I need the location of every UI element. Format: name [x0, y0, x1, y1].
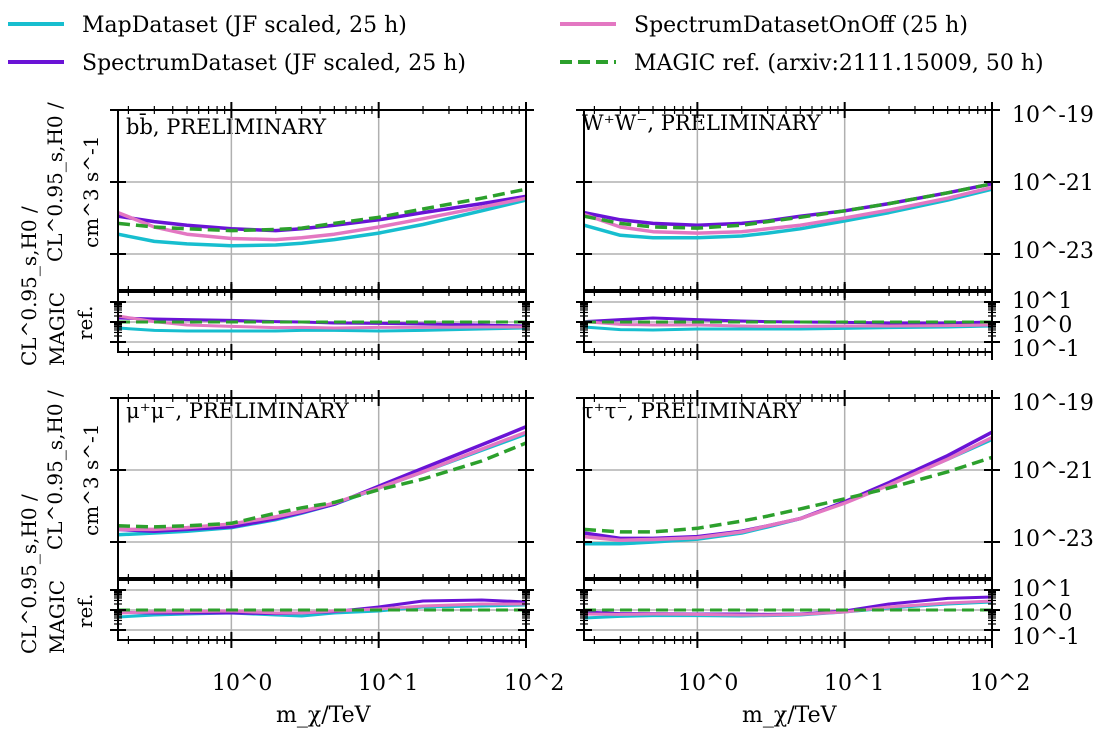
panel-title-bb: bb̄, PRELIMINARY: [126, 113, 327, 139]
ylabel-main-bot-1: CL^0.95_s,H0 /: [43, 390, 67, 550]
legend-label-magic: MAGIC ref. (arxiv:2111.15009, 50 h): [634, 51, 1044, 76]
ytick-top-3: 10^-23: [1012, 239, 1094, 264]
series-line-magic-panel-3: [583, 455, 993, 534]
legend: MapDataset (JF scaled, 25 h) SpectrumDat…: [8, 13, 1044, 76]
rtick-top-3: 10^-1: [1012, 337, 1080, 362]
ylabel-ratio-top-1: CL^0.95_s,H0 /: [17, 206, 41, 366]
main-frame-1: [583, 109, 993, 291]
panel-title-mumu: μ⁺μ⁻, PRELIMINARY: [126, 399, 350, 423]
series-line-magic-panel-0: [117, 187, 527, 233]
series-line-map-panel-2: [117, 432, 527, 537]
xtick-right-1: 10^0: [678, 671, 738, 696]
legend-label-onoff: SpectrumDatasetOnOff (25 h): [634, 13, 968, 38]
xtick-left-2: 10^1: [358, 671, 418, 696]
ytick-top-2: 10^-21: [1012, 171, 1094, 196]
ytick-top-1: 10^-19: [1012, 103, 1094, 128]
xtick-left-3: 10^2: [504, 671, 564, 696]
xlabel-right: m_χ/TeV: [742, 703, 838, 728]
main-frame-0: [117, 109, 527, 291]
series-line-magic-panel-1: [583, 182, 993, 230]
series-line-spec-panel-2: [117, 425, 527, 533]
ylabel-ratio-bot-1: CL^0.95_s,H0 /: [17, 494, 41, 654]
series-line-onoff-panel-2: [118, 430, 527, 532]
main-frame-3: [583, 397, 993, 579]
ytick-bot-2: 10^-21: [1012, 459, 1094, 484]
ylabel-ratio-top-2: MAGIC: [45, 292, 69, 366]
legend-label-spectrum: SpectrumDataset (JF scaled, 25 h): [82, 51, 466, 76]
series-line-map-panel-1: [583, 187, 993, 240]
ratio-line-onoff-panel-3: [583, 599, 993, 617]
ratio-line-onoff-panel-1: [583, 320, 993, 328]
series-line-map-panel-0: [117, 198, 527, 248]
xtick-right-3: 10^2: [970, 671, 1030, 696]
xlabel-left: m_χ/TeV: [276, 703, 372, 728]
ytick-bot-3: 10^-23: [1012, 527, 1094, 552]
rtick-bot-1: 10^1: [1012, 577, 1072, 602]
series-line-magic-panel-2: [117, 441, 527, 529]
series-line-onoff-panel-0: [117, 196, 527, 242]
rtick-top-2: 10^0: [1012, 313, 1072, 338]
panel-title-ww: W⁺W⁻, PRELIMINARY: [582, 111, 822, 135]
ylabel-main-top-1: CL^0.95_s,H0 /: [43, 102, 67, 262]
rtick-bot-2: 10^0: [1012, 601, 1072, 626]
ylabel-ratio-bot-3: ref.: [73, 594, 97, 628]
rtick-top-1: 10^1: [1012, 289, 1072, 314]
ylabel-main-top-2: cm^3 s^-1: [79, 135, 103, 248]
main-frame-2: [117, 397, 527, 579]
series-line-onoff-panel-3: [583, 436, 993, 542]
ylabel-ratio-top-3: ref.: [73, 306, 97, 340]
series-line-onoff-panel-1: [583, 185, 993, 235]
ytick-bot-1: 10^-19: [1012, 391, 1094, 416]
xtick-right-2: 10^1: [824, 671, 884, 696]
panel-title-tautau: τ⁺τ⁻, PRELIMINARY: [582, 399, 802, 423]
ylabel-main-bot-2: cm^3 s^-1: [79, 423, 103, 536]
ratio-line-map-panel-1: [583, 324, 993, 332]
ratio-line-onoff-panel-2: [117, 602, 526, 615]
rtick-bot-3: 10^-1: [1012, 625, 1080, 650]
series-line-map-panel-3: [584, 437, 993, 546]
xtick-left-1: 10^0: [212, 671, 272, 696]
ylabel-ratio-bot-2: MAGIC: [45, 580, 69, 654]
ratio-line-map-panel-0: [117, 326, 527, 333]
panels: [110, 102, 1000, 648]
legend-label-map: MapDataset (JF scaled, 25 h): [82, 13, 407, 38]
ratio-line-onoff-panel-0: [117, 314, 526, 330]
